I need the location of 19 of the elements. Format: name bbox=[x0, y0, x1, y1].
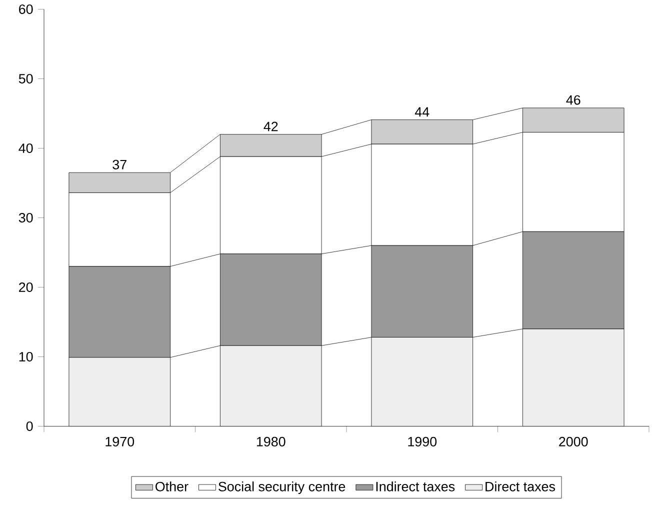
legend-label: Other bbox=[156, 481, 188, 492]
y-tick-label: 10 bbox=[19, 352, 33, 362]
legend-label: Direct taxes bbox=[486, 481, 556, 492]
y-tick-label: 60 bbox=[19, 4, 33, 14]
legend-label: Indirect taxes bbox=[376, 481, 455, 492]
x-tick-label: 2000 bbox=[559, 436, 588, 446]
y-tick-label: 0 bbox=[26, 421, 33, 431]
legend-label: Social security centre bbox=[218, 481, 346, 494]
x-tick-label: 1990 bbox=[408, 436, 437, 446]
total-label: 42 bbox=[264, 122, 278, 132]
y-tick-label: 40 bbox=[18, 143, 33, 153]
y-tick-label: 20 bbox=[19, 282, 33, 292]
total-label: 37 bbox=[112, 160, 126, 170]
total-label: 46 bbox=[566, 95, 580, 105]
total-label: 44 bbox=[414, 107, 430, 116]
x-tick-label: 1980 bbox=[256, 436, 286, 446]
x-tick-label: 1970 bbox=[106, 436, 134, 446]
y-tick-label: 30 bbox=[18, 212, 33, 222]
y-tick-label: 50 bbox=[18, 74, 33, 84]
